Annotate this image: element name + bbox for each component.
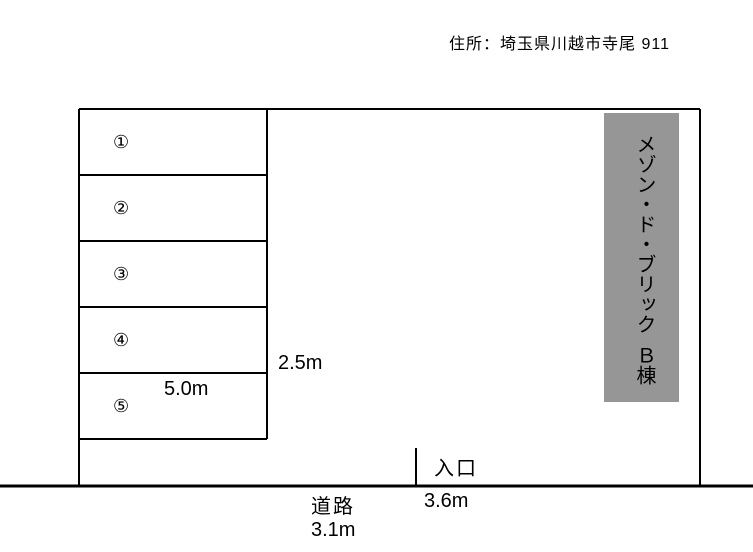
dim-slot-height: 2.5m: [278, 352, 322, 375]
slot-label-5: ⑤: [113, 396, 129, 417]
slot-label-4: ④: [113, 330, 129, 351]
slot-label-1: ①: [113, 132, 129, 153]
road-label: 道路: [311, 490, 355, 519]
slot-label-3: ③: [113, 264, 129, 285]
dim-slot-width: 5.0m: [164, 378, 208, 401]
slot-label-2: ②: [113, 198, 129, 219]
building-subname: Ｂ棟: [634, 345, 654, 385]
dim-road-width: 3.1m: [311, 519, 355, 542]
entrance-label: 入口: [434, 452, 478, 481]
dim-entrance-width: 3.6m: [424, 490, 468, 513]
